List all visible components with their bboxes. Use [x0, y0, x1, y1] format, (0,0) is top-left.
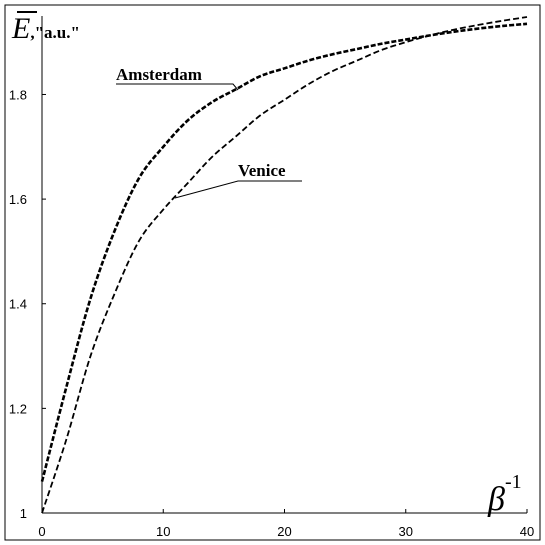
annotation-venice: Venice: [238, 161, 286, 180]
series-line-amsterdam: [40, 22, 528, 482]
x-tick-label: 40: [520, 524, 534, 539]
annotation-venice-leader: [174, 180, 302, 199]
y-axis-symbol: E: [11, 12, 30, 45]
y-tick-label: 1.6: [9, 192, 27, 207]
y-tick-label: 1.4: [9, 297, 27, 312]
x-tick-label: 20: [277, 524, 291, 539]
x-tick-label: 0: [38, 524, 45, 539]
annotation-amsterdam: Amsterdam: [116, 65, 202, 84]
series-line-venice: [41, 16, 528, 514]
series-lines: [40, 16, 528, 514]
tick-labels: 0 10 20 30 40 1 1.2 1.4 1.6 1.8: [9, 87, 534, 539]
x-axis-symbol: β: [487, 481, 505, 518]
y-tick-label: 1: [20, 506, 27, 521]
annotations: Amsterdam Venice: [116, 65, 302, 199]
x-tick-label: 10: [156, 524, 170, 539]
annotation-amsterdam-leader: [116, 83, 239, 91]
y-tick-label: 1.8: [9, 87, 27, 102]
y-axis-label: E,"a.u.": [11, 12, 80, 45]
axes: [41, 16, 528, 514]
x-axis-superscript: -1: [505, 471, 522, 493]
plot-frame: [4, 4, 541, 541]
y-tick-label: 1.2: [9, 401, 27, 416]
y-axis-unit: ,"a.u.": [30, 23, 80, 42]
x-axis-label: β-1: [487, 471, 522, 518]
x-tick-label: 30: [399, 524, 413, 539]
